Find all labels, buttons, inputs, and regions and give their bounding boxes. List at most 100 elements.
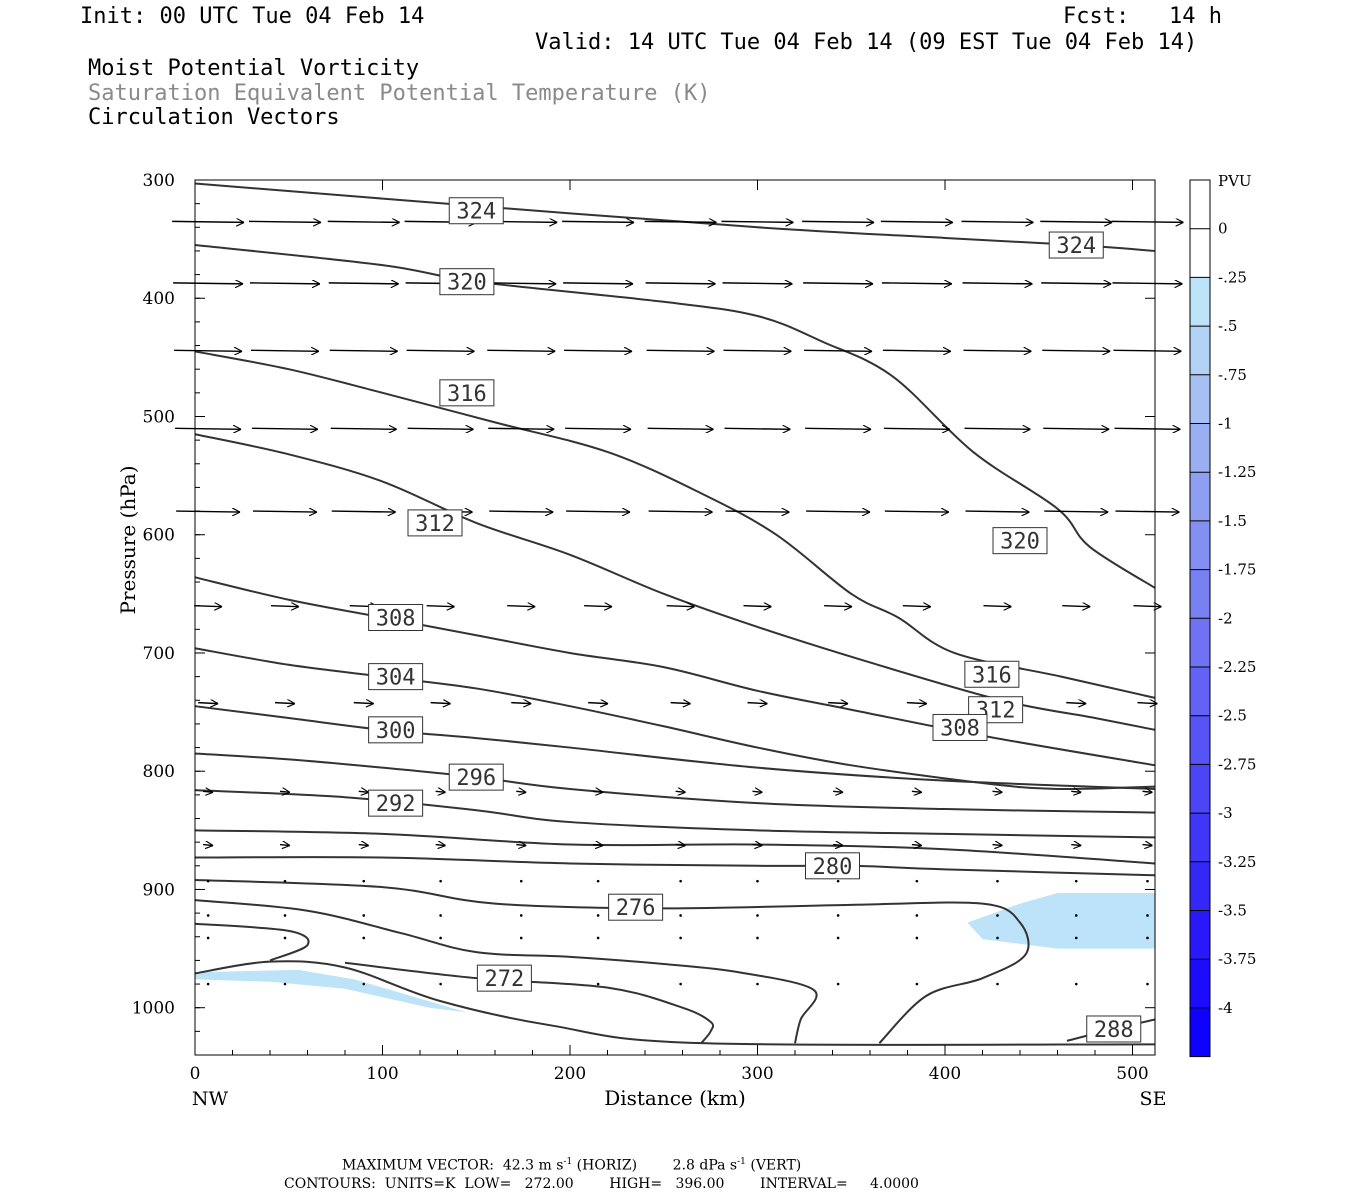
vector-arrow [430,703,451,704]
vector-dot [439,879,442,883]
contour-label-box [439,379,495,407]
vector-arrow [407,428,474,429]
colorbar-tick-label: -4 [1218,999,1233,1017]
vector-dot [756,982,759,986]
vector-dot [756,914,759,917]
vector-arrow [588,703,608,704]
vector-arrow [488,428,554,429]
vector-dot [679,914,682,917]
vector-arrow [1112,283,1183,284]
contour-label-box [608,893,664,921]
vector-dot [439,936,442,940]
x-tick-label: 0 [190,1064,201,1084]
vector-arrow [1113,350,1182,351]
vector-dot [283,879,287,883]
vector-arrow [1114,428,1181,429]
colorbar-swatch [1190,910,1210,960]
colorbar-tick-label: -2 [1218,609,1233,627]
vector-arrow [330,428,397,429]
vector-arrow [198,703,218,704]
vector-arrow [964,428,1031,429]
colorbar-swatch [1190,1007,1210,1057]
contour-label-box [368,716,424,744]
contour-label-312: 312 [415,512,455,537]
se-label: SE [1140,1088,1167,1110]
y-tick-label: 500 [143,407,175,427]
contour-label-300: 300 [376,719,416,744]
contour-label-304: 304 [376,666,416,691]
colorbar-swatch [1190,959,1210,1008]
vector-dot [283,982,287,986]
vector-arrow [331,511,396,512]
vector-arrow [203,845,213,846]
vector-arrow [747,703,768,704]
x-tick-label: 400 [929,1064,961,1084]
contour-line-272 [194,960,1156,1046]
colorbar-tick-label: -.75 [1218,366,1247,384]
vector-arrow [172,221,244,222]
vector-arrow [279,845,290,846]
vector-dot [1146,982,1149,986]
colorbar-tick-label: -1.75 [1218,561,1256,579]
contour-label-324: 324 [456,200,496,225]
contour-label-box [1086,1015,1142,1043]
vector-dot [679,982,682,986]
vector-dot [596,914,600,917]
vector-arrow [646,350,715,351]
vector-arrow [1062,606,1090,607]
colorbar-tick-label: 0 [1218,220,1228,238]
contour-line-320 [194,244,1156,589]
contour-label-276: 276 [616,896,656,921]
colorbar-swatch [1190,180,1210,229]
pv-colorbar: PVU 0 -.25 -.5 -.75 -1 -1.25 -1.5 -1.75 -2 -2.25 -2… [1189,172,1256,1058]
contour-label-box [407,509,463,537]
max-vector-note: MAXIMUM VECTOR: 42.3 m s-1 (HORIZ) 2.8 d… [342,1157,801,1174]
colorbar-tick-label: -2.5 [1218,707,1247,725]
colorbar-swatch [1190,520,1210,570]
vector-arrow [426,606,455,607]
contour-line-316 [194,350,1156,699]
vector-arrow [565,428,631,429]
vector-arrow [806,511,870,512]
vector-dot [1146,879,1149,883]
colorbar-tick-label: -.25 [1218,268,1247,286]
vector-arrow [507,606,535,607]
vector-arrow [647,428,714,429]
vector-arrow [1071,845,1081,846]
contour-line-292 [194,789,1156,839]
valid-time: Valid: 14 UTC Tue 04 Feb 14 (09 EST Tue … [535,30,1198,55]
vector-arrow [902,606,931,607]
vector-dot [679,879,682,883]
colorbar-tick-label: -2.75 [1218,755,1256,773]
x-tick-label: 300 [741,1064,773,1084]
vector-dot [996,914,999,917]
colorbar-swatch [1190,228,1210,278]
vector-arrow [274,703,295,704]
vector-arrow [279,791,290,792]
y-axis-label: Pressure (hPa) [116,466,140,615]
vector-arrow [962,283,1033,284]
vector-arrow [1044,511,1108,512]
contour-label-box [805,852,860,880]
vector-arrow [675,845,686,846]
contour-label-316: 316 [972,663,1012,688]
colorbar-tick-label: -.5 [1218,317,1237,335]
contour-line-284 [194,879,1030,1044]
mpv-shaded-region [195,969,467,1013]
contour-line-296 [194,752,1156,814]
vector-arrow [358,791,369,792]
vector-arrow [833,791,843,792]
vector-dot [996,879,999,883]
vector-arrow [593,845,603,846]
vector-dot [915,936,919,940]
contour-label-324: 324 [1056,234,1096,259]
vector-arrow [252,511,317,512]
vector-arrow [743,606,772,607]
vector-arrow [645,283,716,284]
vector-arrow [961,221,1034,222]
vector-dot [996,982,999,986]
contour-line-288 [194,829,1156,865]
vector-arrow [511,703,531,704]
vector-arrow [270,606,299,607]
vector-arrow [804,350,872,351]
